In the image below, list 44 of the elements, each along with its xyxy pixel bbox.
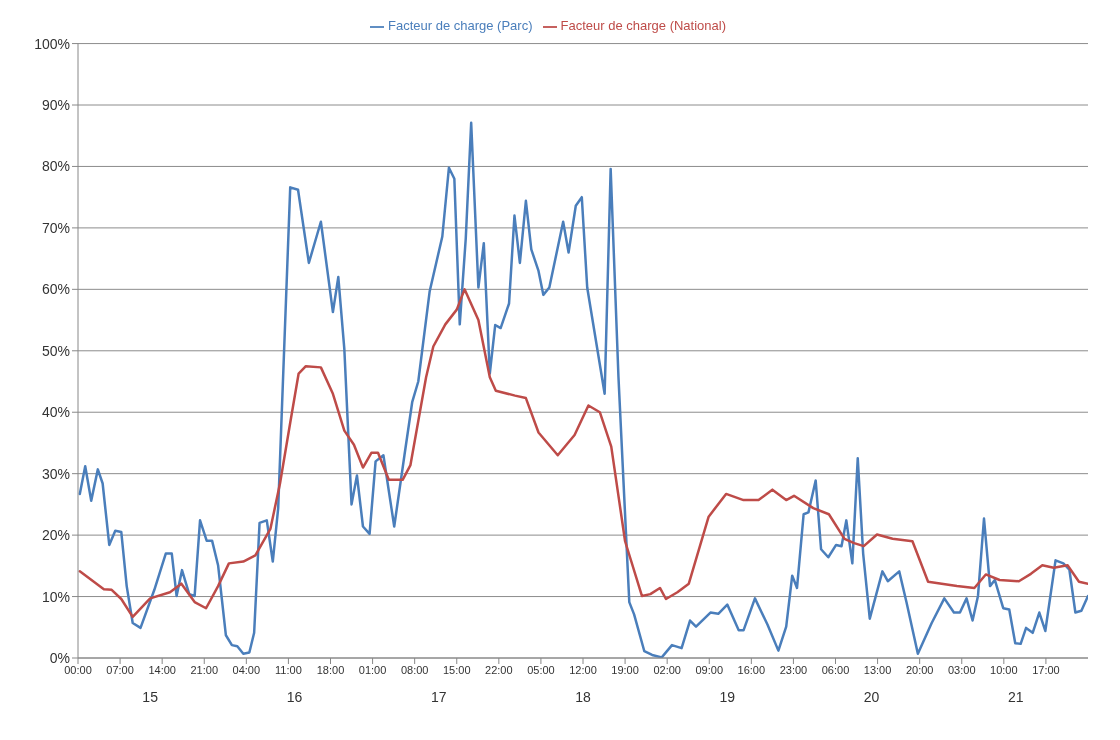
x-tick-label: 08:00 — [400, 663, 429, 676]
x-tick-label: 04:00 — [232, 663, 261, 676]
legend-label: Facteur de charge (National) — [560, 18, 726, 33]
x-tick-label: 12:00 — [569, 663, 597, 676]
legend-label: Facteur de charge (Parc) — [388, 18, 533, 33]
x2-tick-label: 18 — [575, 689, 591, 705]
x2-tick-label: 15 — [142, 689, 159, 705]
y-tick-label: 30% — [41, 465, 70, 482]
x-tick-label: 17:00 — [1032, 663, 1060, 676]
y-tick-label: 50% — [41, 342, 70, 359]
x-tick-label: 23:00 — [779, 663, 808, 676]
x-tick-label: 14:00 — [148, 663, 176, 676]
y-tick-label: 80% — [41, 158, 70, 175]
x-tick-label: 01:00 — [358, 663, 387, 676]
x-tick-label: 05:00 — [527, 663, 555, 676]
x-tick-label: 07:00 — [106, 663, 134, 676]
y-tick-label: 20% — [41, 527, 70, 544]
x-tick-label: 21:00 — [190, 663, 219, 676]
x2-tick-label: 20 — [863, 689, 880, 705]
x-tick-label: 09:00 — [695, 663, 724, 676]
x-tick-label: 00:00 — [64, 663, 92, 676]
y-tick-label: 90% — [41, 96, 70, 113]
y-tick-label: 0% — [49, 649, 70, 666]
y-tick-label: 10% — [41, 588, 70, 605]
y-tick-label: 70% — [41, 219, 70, 236]
x-tick-label: 18:00 — [316, 663, 345, 676]
x-tick-label: 20:00 — [905, 663, 934, 676]
x-tick-label: 10:00 — [990, 663, 1018, 676]
x-tick-label: 06:00 — [821, 663, 850, 676]
x-tick-label: 13:00 — [863, 663, 892, 676]
y-tick-label: 100% — [34, 35, 70, 52]
x2-tick-label: 21 — [1008, 689, 1024, 705]
x-tick-label: 02:00 — [653, 663, 681, 676]
x2-tick-label: 16 — [286, 689, 303, 705]
y-tick-label: 40% — [41, 404, 70, 421]
x2-tick-label: 17 — [430, 689, 447, 705]
y-tick-label: 60% — [41, 281, 70, 298]
x-tick-label: 15:00 — [442, 663, 471, 676]
x-tick-label: 16:00 — [737, 663, 766, 676]
x-tick-label: 11:00 — [275, 663, 302, 676]
x2-tick-label: 19 — [719, 689, 736, 705]
x-tick-label: 03:00 — [947, 663, 976, 676]
x-tick-label: 22:00 — [485, 663, 513, 676]
x-tick-label: 19:00 — [611, 663, 639, 676]
